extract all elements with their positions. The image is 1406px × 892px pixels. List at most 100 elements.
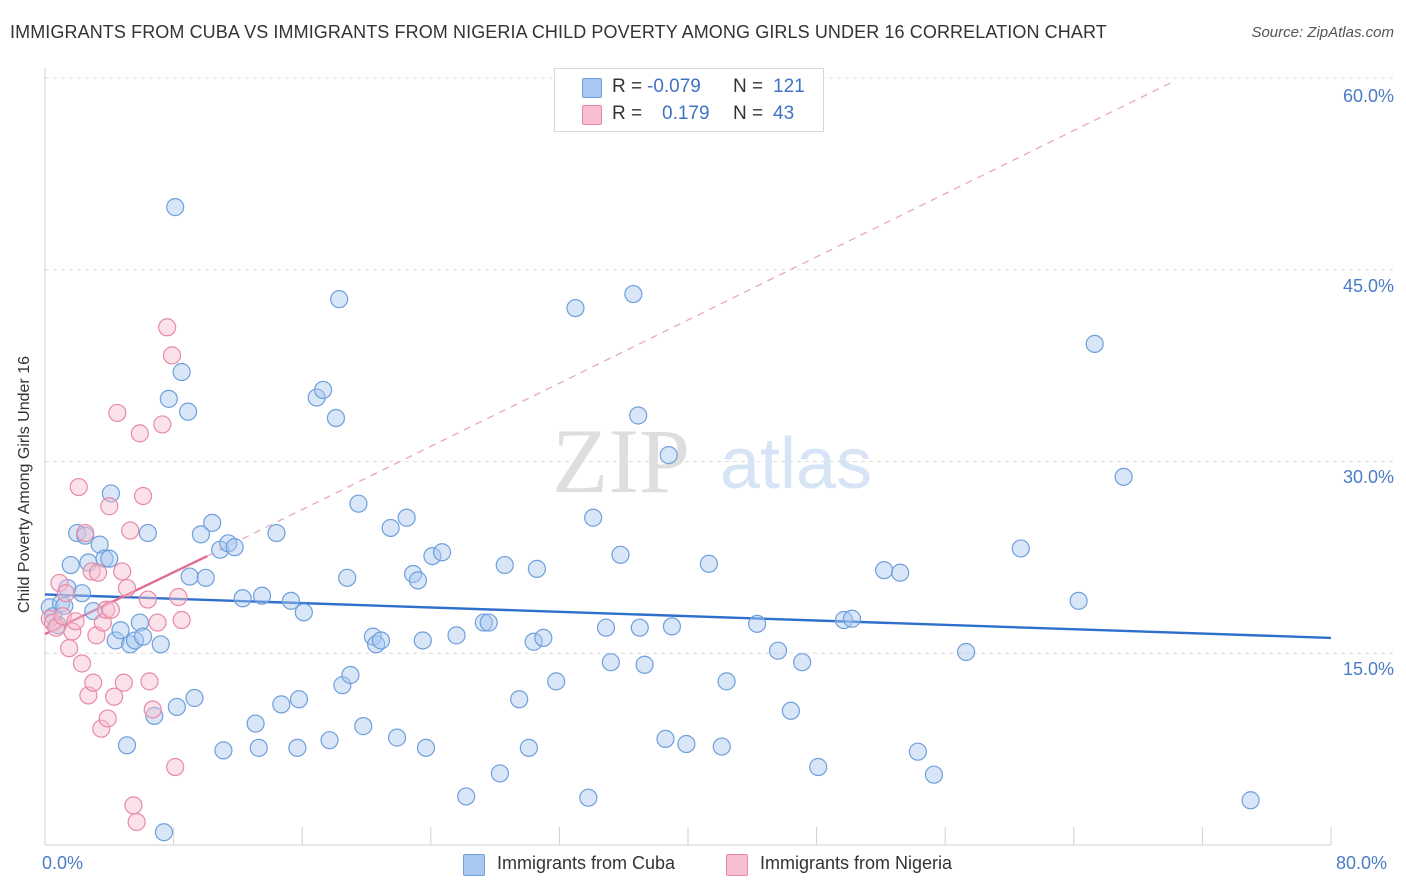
nigeria-point — [153, 415, 172, 434]
cuba-point — [289, 690, 309, 709]
cuba-point — [908, 742, 927, 761]
nigeria-swatch — [582, 105, 602, 125]
cuba-point — [145, 706, 164, 725]
cuba-point — [341, 665, 360, 685]
nigeria-point — [69, 477, 88, 497]
nigeria-trend-line — [44, 555, 208, 636]
cuba-point — [1241, 791, 1260, 810]
cuba-point — [214, 741, 233, 760]
chart-title: IMMIGRANTS FROM CUBA VS IMMIGRANTS FROM … — [10, 22, 1107, 42]
cuba-point — [524, 632, 543, 651]
nigeria-point — [169, 587, 188, 607]
cuba-point — [72, 584, 92, 603]
cuba-point — [330, 290, 349, 309]
nigeria-point — [100, 497, 119, 516]
legend-item-cuba: Immigrants from Cuba — [463, 852, 713, 876]
cuba-point — [768, 641, 788, 660]
legend-label-cuba: Immigrants from Cuba — [497, 853, 676, 873]
cuba-point — [338, 568, 357, 587]
cuba-point — [371, 631, 391, 650]
cuba-point — [1011, 539, 1030, 558]
stats-row-nigeria: R = 0.179 N = 43 — [555, 101, 823, 127]
cuba-point — [712, 737, 731, 756]
cuba-point — [354, 717, 373, 736]
cuba-point — [527, 559, 546, 578]
cuba-point — [196, 568, 215, 587]
cuba-point — [313, 380, 333, 400]
cuba-point — [748, 614, 767, 633]
cuba-point — [432, 543, 452, 562]
nigeria-point — [172, 610, 191, 630]
y-tick-45: 45.0% — [1342, 276, 1394, 296]
cuba-point — [294, 603, 313, 622]
cuba-point — [457, 787, 476, 806]
cuba-point — [154, 823, 174, 842]
cuba-point — [1069, 591, 1088, 610]
cuba-point — [106, 631, 125, 650]
trend-lines — [44, 82, 1332, 640]
cuba-point — [584, 508, 603, 527]
cuba-point — [43, 607, 63, 626]
nigeria-point — [108, 403, 127, 423]
nigeria-point — [82, 562, 101, 581]
cuba-point — [180, 567, 199, 586]
cuba-point — [225, 538, 244, 557]
cuba-point — [566, 299, 585, 318]
cuba-point — [1114, 467, 1133, 486]
n-value: 43 — [773, 103, 795, 124]
nigeria-point — [158, 318, 177, 337]
cuba-point — [90, 535, 109, 554]
cuba-point — [447, 626, 466, 645]
cuba-point — [1085, 334, 1104, 353]
cuba-point — [159, 389, 178, 408]
y-tick-15: 15.0% — [1342, 659, 1394, 679]
r-value: 0.179 — [662, 103, 710, 124]
cuba-point — [601, 653, 620, 672]
nigeria-point — [60, 639, 79, 658]
source-label: Source: ZipAtlas.com — [1251, 24, 1394, 41]
nigeria-point — [50, 573, 69, 593]
nigeria-point — [138, 590, 157, 609]
nigeria-point — [66, 612, 85, 631]
cuba-point — [579, 788, 598, 807]
cuba-point — [408, 571, 428, 590]
nigeria-point — [124, 796, 143, 815]
nigeria-point — [98, 709, 117, 728]
nigeria-point — [140, 672, 159, 691]
nigeria-point — [133, 486, 153, 506]
cuba-point — [490, 764, 510, 783]
cuba-point — [117, 736, 137, 755]
nigeria-point — [143, 700, 162, 719]
nigeria-point — [114, 673, 133, 692]
cuba-point — [510, 690, 529, 709]
cuba-point — [656, 729, 675, 748]
cuba-point — [474, 613, 493, 632]
cuba-point — [249, 738, 268, 757]
cuba-point — [281, 591, 301, 610]
cuba-point — [320, 731, 339, 750]
nigeria-point — [96, 600, 116, 619]
cuba-point — [956, 642, 976, 662]
cuba-point — [326, 408, 346, 428]
cuba-point — [288, 738, 307, 757]
n-label: N = — [733, 103, 764, 124]
cuba-point — [781, 701, 800, 720]
watermark-atlas: atlas — [720, 424, 872, 504]
cuba-point — [178, 402, 198, 421]
cuba-point — [534, 628, 553, 648]
nigeria-point — [84, 673, 103, 692]
cuba-point — [397, 508, 416, 527]
nigeria-point — [162, 346, 182, 365]
cuba-point — [495, 555, 514, 575]
cuba-point — [699, 554, 718, 573]
cuba-point — [267, 523, 286, 543]
nigeria-point — [121, 521, 140, 540]
nigeria-point — [166, 757, 185, 777]
y-tick-60: 60.0% — [1342, 86, 1394, 106]
watermark: ZIP atlas — [552, 410, 872, 512]
legend-label-nigeria: Immigrants from Nigeria — [760, 853, 953, 873]
cuba-point — [611, 545, 630, 564]
n-label: N = — [733, 76, 764, 97]
cuba-point — [246, 714, 265, 733]
watermark-zip: ZIP — [552, 410, 690, 512]
